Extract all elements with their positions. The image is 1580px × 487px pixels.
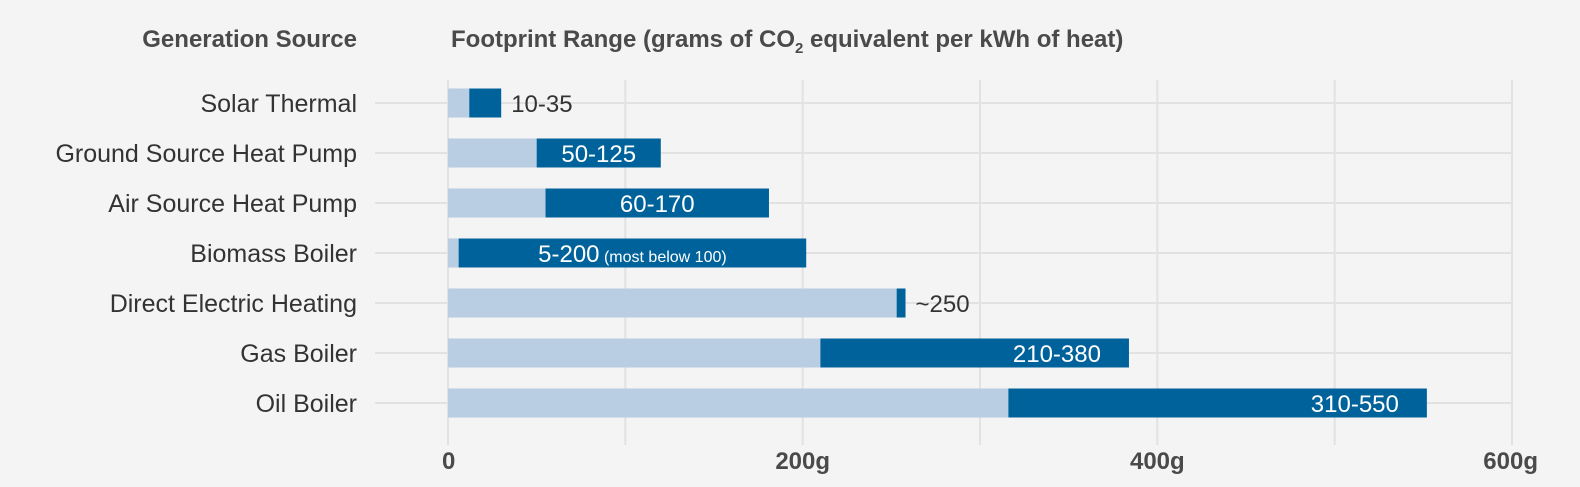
bar-range xyxy=(545,188,769,218)
bar-data-label: 60-170 xyxy=(620,191,695,218)
category-label: Ground Source Heat Pump xyxy=(55,140,357,168)
bar-range xyxy=(458,238,807,268)
bar-range xyxy=(536,138,661,168)
bar-data-label: 5-200 (most below 100) xyxy=(538,241,727,268)
bar-data-label-note: (most below 100) xyxy=(600,249,727,266)
bar-data-label: 310-550 xyxy=(1311,391,1399,418)
x-tick-label: 600g xyxy=(1483,448,1538,475)
bar-data-label-value: 10-35 xyxy=(511,91,572,118)
bar-data-label: 10-35 xyxy=(511,91,572,118)
bar-range xyxy=(469,88,502,118)
bar-data-label-value: 210-380 xyxy=(1013,341,1101,368)
category-labels: Solar Thermal Ground Source Heat Pump Air … xyxy=(55,90,357,418)
category-label: Air Source Heat Pump xyxy=(108,190,357,218)
category-label: Direct Electric Heating xyxy=(110,290,357,318)
bar-lower-bound xyxy=(448,88,470,118)
bar-data-label: 210-380 xyxy=(1013,341,1101,368)
bars xyxy=(448,88,1427,418)
range-header-suffix: equivalent per kWh of heat) xyxy=(803,26,1123,53)
bar-range xyxy=(820,338,1129,368)
x-tick-label: 400g xyxy=(1130,448,1185,475)
range-header-subscript: 2 xyxy=(795,40,803,57)
range-header: Footprint Range (grams of CO2 equivalent… xyxy=(451,26,1123,57)
category-label: Solar Thermal xyxy=(200,90,357,118)
bar-lower-bound xyxy=(448,138,537,168)
range-header-prefix: Footprint Range (grams of CO xyxy=(451,26,795,53)
x-tick-label: 0 xyxy=(442,448,455,475)
bar-range xyxy=(896,288,906,318)
category-label: Oil Boiler xyxy=(256,390,357,418)
category-label: Gas Boiler xyxy=(240,340,357,368)
bar-labels: 10-35 50-125 60-170 5-200 (most below 100) ~… xyxy=(511,91,1399,418)
bar-lower-bound xyxy=(448,288,897,318)
source-header: Generation Source xyxy=(142,26,357,53)
bar-data-label-value: 5-200 xyxy=(538,241,599,268)
bar-lower-bound xyxy=(448,188,546,218)
bar-data-label-value: 50-125 xyxy=(561,141,636,168)
bar-data-label: 50-125 xyxy=(561,141,636,168)
bar-data-label-value: ~250 xyxy=(916,291,970,318)
bar-data-label: ~250 xyxy=(916,291,970,318)
axis-ticks: 0 200g 400g 600g xyxy=(442,448,1538,475)
bar-data-label-value: 310-550 xyxy=(1311,391,1399,418)
bar-lower-bound xyxy=(448,238,459,268)
bar-lower-bound xyxy=(448,388,1009,418)
x-tick-label: 200g xyxy=(775,448,830,475)
bar-range xyxy=(1008,388,1427,418)
bar-lower-bound xyxy=(448,338,821,368)
bar-data-label-value: 60-170 xyxy=(620,191,695,218)
category-label: Biomass Boiler xyxy=(190,240,357,268)
